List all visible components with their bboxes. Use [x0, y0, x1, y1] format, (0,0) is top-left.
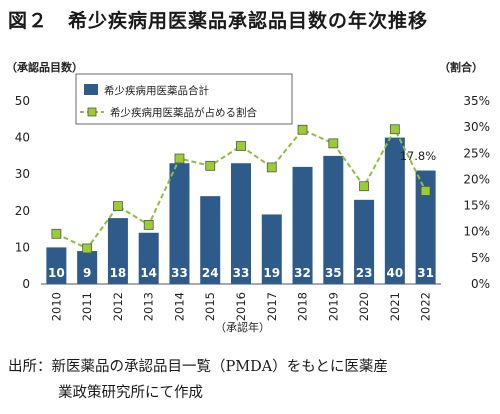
share-line-series — [51, 124, 431, 254]
bar-value-labels: 10 9 18 14 33 24 33 19 32 35 23 40 31 — [48, 266, 434, 280]
bar — [384, 137, 405, 284]
y-axis-right-ticks: 0% 5% 10% 15% 20% 25% 30% 35% — [463, 94, 490, 291]
share-point-marker — [205, 160, 216, 171]
share-point-marker — [236, 141, 246, 151]
legend-line-marker — [87, 107, 97, 117]
bar-value-label: 35 — [325, 266, 342, 280]
y-left-tick-label: 20 — [15, 204, 30, 218]
bar-value-label: 23 — [356, 266, 373, 280]
bar — [354, 199, 375, 284]
legend-line-label: 希少疾病用医薬品が占める割合 — [110, 106, 257, 119]
x-tick-label: 2021 — [388, 292, 402, 321]
y-right-tick-label: 35% — [463, 94, 490, 108]
y-right-tick-label: 0% — [471, 277, 490, 291]
x-tick-label: 2014 — [172, 292, 186, 321]
bar-series — [46, 137, 436, 284]
x-tick-label: 2022 — [419, 292, 433, 321]
bar-value-label: 14 — [140, 266, 157, 280]
annotation-label: 17.8% — [400, 149, 437, 163]
legend-bar-label: 希少疾病用医薬品合計 — [104, 84, 209, 97]
y-right-tick-label: 5% — [471, 251, 490, 265]
x-tick-label: 2011 — [80, 292, 94, 321]
x-tick-label: 2016 — [234, 292, 248, 321]
share-point-marker — [297, 124, 308, 135]
x-tick-label: 2012 — [111, 292, 125, 321]
bar-value-label: 9 — [83, 266, 91, 280]
x-tick-label: 2010 — [49, 292, 63, 321]
combo-chart: （承認品目数） （割合） 0 10 20 30 40 50 0% 5% 10% 15% 20% 25… — [6, 60, 490, 334]
legend: 希少疾病用医薬品合計 希少疾病用医薬品が占める割合 — [75, 73, 293, 125]
bar — [77, 251, 98, 284]
x-tick-label: 2019 — [326, 292, 340, 321]
bar — [200, 196, 221, 284]
bar-value-label: 33 — [233, 266, 250, 280]
y-axis-right-label: （割合） — [439, 60, 483, 74]
x-axis-tick-labels: 2010 2011 2012 2013 2014 2015 2016 2017 2018 2019… — [49, 292, 432, 321]
bar-value-label: 31 — [417, 266, 434, 280]
x-tick-label: 2018 — [296, 292, 310, 321]
x-tick-label: 2017 — [265, 292, 279, 321]
source-line-1: 出所：新医薬品の承認品目一覧（PMDA）をもとに医薬産 — [8, 359, 388, 375]
share-point-marker — [82, 243, 93, 254]
y-axis-left-label: （承認品目数） — [6, 60, 83, 74]
figure-title: 図２ 希少疾病用医薬品承認品目数の年次推移 — [8, 10, 429, 32]
bar — [169, 163, 190, 284]
y-left-tick-label: 10 — [15, 240, 30, 254]
share-point-marker — [113, 201, 123, 211]
bar — [261, 214, 282, 284]
share-point-marker — [359, 181, 369, 192]
y-left-tick-label: 40 — [15, 131, 30, 145]
share-point-marker — [174, 153, 185, 164]
x-tick-label: 2013 — [142, 292, 156, 321]
y-right-tick-label: 15% — [463, 199, 490, 213]
bar-value-label: 19 — [263, 266, 280, 280]
x-axis-label: （承認年） — [215, 320, 270, 334]
bar — [415, 170, 436, 284]
y-left-tick-label: 30 — [15, 167, 30, 181]
share-point-marker — [328, 138, 339, 149]
bar-value-label: 10 — [48, 266, 65, 280]
bar — [107, 218, 128, 284]
legend-box — [75, 73, 293, 125]
bar-value-label: 40 — [386, 266, 403, 280]
bar — [231, 163, 251, 284]
y-left-tick-label: 50 — [15, 94, 30, 108]
share-point-marker — [143, 220, 154, 230]
y-axis-left-ticks: 0 10 20 30 40 50 — [15, 94, 30, 291]
y-right-tick-label: 25% — [463, 146, 490, 160]
share-point-marker — [266, 162, 277, 173]
bar — [323, 155, 344, 284]
share-point-marker — [389, 124, 400, 135]
y-right-tick-label: 20% — [463, 172, 490, 186]
share-point-marker — [51, 228, 62, 239]
y-left-tick-label: 0 — [22, 277, 30, 291]
y-right-tick-label: 30% — [463, 120, 490, 134]
bar-value-label: 24 — [202, 266, 219, 280]
x-tick-label: 2020 — [357, 292, 371, 321]
bar — [46, 247, 67, 284]
bar-value-label: 32 — [294, 266, 311, 280]
share-point-marker — [420, 186, 431, 196]
source-line-2: 業政策研究所にて作成 — [58, 385, 203, 401]
bar-value-label: 33 — [171, 266, 188, 280]
x-tick-label: 2015 — [203, 292, 217, 321]
legend-bar-swatch — [84, 84, 98, 95]
bar-value-label: 18 — [110, 266, 127, 280]
bar — [138, 232, 159, 284]
bar — [292, 166, 313, 284]
y-right-tick-label: 10% — [463, 225, 490, 239]
